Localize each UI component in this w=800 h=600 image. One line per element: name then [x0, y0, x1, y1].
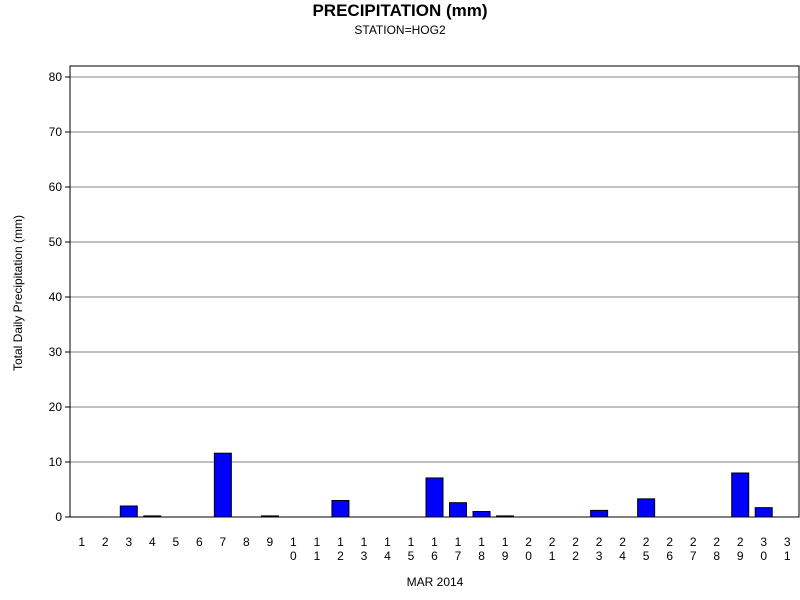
axes — [65, 65, 800, 518]
y-tick-label: 70 — [49, 125, 63, 139]
y-tick-label: 40 — [49, 290, 63, 304]
x-tick-label: 8 — [243, 535, 250, 549]
bars — [119, 452, 773, 518]
bar-day-7 — [213, 452, 232, 518]
bar-day-29 — [731, 472, 750, 518]
x-tick-label: 2 — [102, 535, 109, 549]
bar-day-16 — [425, 477, 444, 518]
y-tick-label: 10 — [49, 455, 63, 469]
x-tick-label: 3 — [125, 535, 132, 549]
x-tick-label: 1 — [78, 535, 85, 549]
y-tick-label: 60 — [49, 180, 63, 194]
x-tick-label: 4 — [149, 535, 156, 549]
x-axis-title: MAR 2014 — [407, 575, 464, 589]
bar-day-17 — [449, 502, 468, 518]
grid-lines — [70, 76, 799, 463]
x-tick-labels: 1 2 3 4 5 6 7 8 9 1 01 11 21 31 41 51 61 71 81 92 02 12 22 32 42… — [78, 535, 790, 563]
chart-subtitle: STATION=HOG2 — [354, 23, 446, 37]
x-tick-label: 7 — [220, 535, 227, 549]
bar-day-18 — [472, 511, 491, 518]
bar-day-30 — [754, 507, 773, 518]
y-axis-title: Total Daily Precipitation (mm) — [11, 215, 25, 371]
bar-day-3 — [119, 505, 138, 518]
y-tick-labels: 0 10 20 30 40 50 60 70 80 — [49, 70, 63, 524]
x-tick-label: 9 — [267, 535, 274, 549]
plot-frame — [69, 65, 800, 518]
y-tick-label: 50 — [49, 235, 63, 249]
y-tick-label: 80 — [49, 70, 63, 84]
y-tick-label: 0 — [55, 510, 62, 524]
bar-day-12 — [331, 500, 350, 518]
chart-title: PRECIPITATION (mm) — [312, 1, 488, 20]
y-tick-label: 20 — [49, 400, 63, 414]
bar-day-23 — [590, 509, 609, 518]
x-tick-label: 6 — [196, 535, 203, 549]
y-tick-label: 30 — [49, 345, 63, 359]
x-tick-label: 5 — [172, 535, 179, 549]
bar-day-25 — [637, 498, 656, 518]
